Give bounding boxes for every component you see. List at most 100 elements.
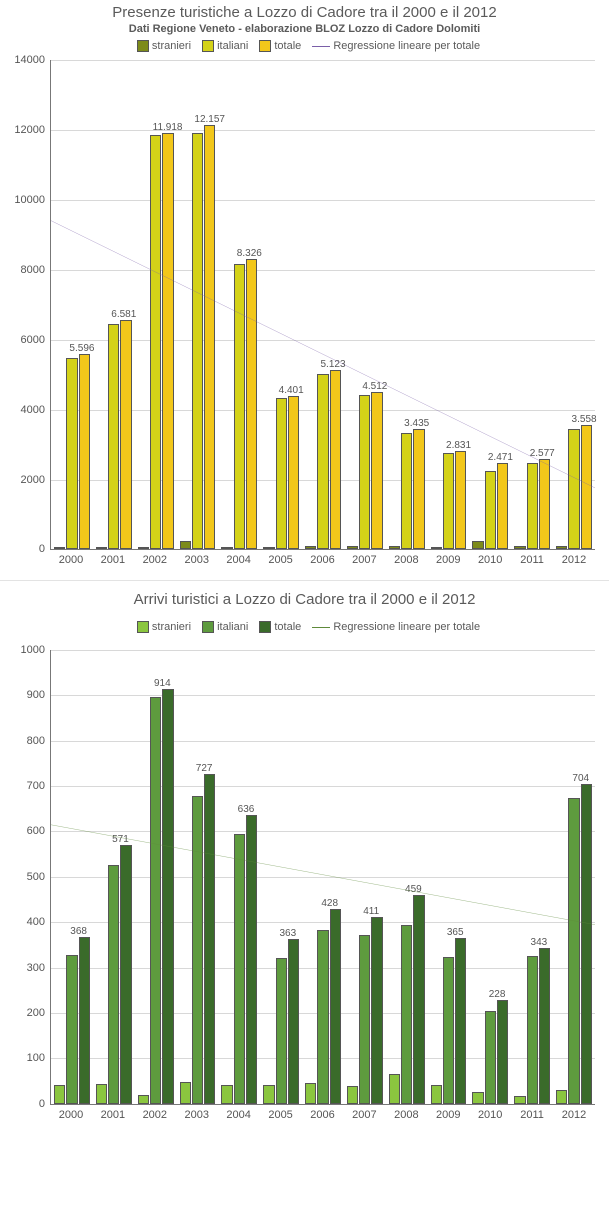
- y-tick-label: 400: [27, 916, 51, 928]
- bar-italiani: [359, 935, 370, 1103]
- bar-italiani: [66, 955, 77, 1103]
- legend-swatch-italiani: [202, 621, 214, 633]
- y-tick-label: 200: [27, 1007, 51, 1019]
- legend-swatch-stranieri: [137, 621, 149, 633]
- y-tick-label: 500: [27, 871, 51, 883]
- bar-group: 636: [218, 650, 260, 1104]
- x-tick-label: 2004: [218, 1105, 260, 1121]
- x-tick-label: 2002: [134, 550, 176, 566]
- x-tick-label: 2005: [260, 1105, 302, 1121]
- x-tick-label: 2001: [92, 550, 134, 566]
- x-tick-label: 2000: [50, 550, 92, 566]
- value-label: 6.581: [111, 309, 136, 320]
- y-tick-label: 8000: [21, 264, 51, 276]
- bar-italiani: [234, 264, 245, 550]
- bar-group: 343: [511, 650, 553, 1104]
- bar-group: 2.577: [511, 60, 553, 549]
- bar-totale: [288, 939, 299, 1104]
- bar-totale: [288, 396, 299, 550]
- bar-stranieri: [54, 1085, 65, 1104]
- bar-totale: [497, 463, 508, 549]
- value-label: 459: [405, 884, 422, 895]
- bar-totale: [246, 815, 257, 1104]
- y-tick-label: 10000: [14, 194, 51, 206]
- bar-stranieri: [180, 1082, 191, 1103]
- bar-italiani: [317, 374, 328, 549]
- bar-totale: [204, 774, 215, 1104]
- x-tick-label: 2011: [511, 1105, 553, 1121]
- bar-totale: [581, 425, 592, 549]
- bar-stranieri: [514, 1096, 525, 1104]
- bar-group: 727: [177, 650, 219, 1104]
- chart2-x-axis: 2000200120022003200420052006200720082009…: [50, 1105, 595, 1121]
- value-label: 3.435: [404, 418, 429, 429]
- bar-group: 2.831: [428, 60, 470, 549]
- bar-totale: [455, 451, 466, 550]
- bar-stranieri: [556, 546, 567, 550]
- x-tick-label: 2007: [343, 1105, 385, 1121]
- chart1-legend: stranieri italiani totale Regressione li…: [0, 39, 609, 54]
- bar-stranieri: [431, 547, 442, 550]
- bar-italiani: [401, 925, 412, 1104]
- bar-stranieri: [96, 1084, 107, 1104]
- x-tick-label: 2004: [218, 550, 260, 566]
- bar-totale: [455, 938, 466, 1104]
- presenze-chart: Presenze turistiche a Lozzo di Cadore tr…: [0, 4, 609, 566]
- value-label: 368: [70, 926, 87, 937]
- value-label: 636: [238, 804, 255, 815]
- x-tick-label: 2008: [385, 1105, 427, 1121]
- bar-group: 363: [260, 650, 302, 1104]
- bar-group: 411: [344, 650, 386, 1104]
- value-label: 2.471: [488, 452, 513, 463]
- charts-divider: [0, 580, 609, 581]
- bar-stranieri: [514, 546, 525, 550]
- bar-totale: [162, 689, 173, 1104]
- y-tick-label: 0: [39, 543, 51, 555]
- x-tick-label: 2011: [511, 550, 553, 566]
- y-tick-label: 900: [27, 689, 51, 701]
- value-label: 4.512: [362, 381, 387, 392]
- bar-italiani: [150, 135, 161, 549]
- bar-group: 914: [135, 650, 177, 1104]
- bar-italiani: [443, 957, 454, 1104]
- bar-italiani: [359, 395, 370, 549]
- chart2-title: Arrivi turistici a Lozzo di Cadore tra i…: [0, 591, 609, 608]
- bar-totale: [539, 948, 550, 1104]
- bar-italiani: [568, 798, 579, 1104]
- chart2-plot-area: 0100200300400500600700800900100036857191…: [50, 650, 595, 1105]
- arrivi-chart: Arrivi turistici a Lozzo di Cadore tra i…: [0, 591, 609, 1120]
- bar-totale: [371, 392, 382, 550]
- bar-stranieri: [138, 547, 149, 549]
- x-tick-label: 2007: [343, 550, 385, 566]
- bar-totale: [79, 354, 90, 549]
- value-label: 704: [572, 773, 589, 784]
- bar-italiani: [192, 133, 203, 549]
- bar-group: 2.471: [469, 60, 511, 549]
- bar-totale: [497, 1000, 508, 1104]
- bar-group: 5.123: [302, 60, 344, 549]
- bar-totale: [162, 133, 173, 549]
- x-tick-label: 2009: [427, 550, 469, 566]
- legend-swatch-totale: [259, 621, 271, 633]
- bar-group: 228: [469, 650, 511, 1104]
- x-tick-label: 2009: [427, 1105, 469, 1121]
- bar-italiani: [108, 865, 119, 1104]
- bar-totale: [246, 259, 257, 550]
- value-label: 727: [196, 763, 213, 774]
- bar-stranieri: [431, 1085, 442, 1104]
- y-tick-label: 600: [27, 825, 51, 837]
- legend-line-regression: [312, 627, 330, 628]
- bar-stranieri: [305, 546, 316, 549]
- bar-group: 704: [553, 650, 595, 1104]
- bar-totale: [330, 909, 341, 1103]
- bar-group: 12.157: [177, 60, 219, 549]
- x-tick-label: 2001: [92, 1105, 134, 1121]
- legend-swatch-stranieri: [137, 40, 149, 52]
- bar-totale: [204, 125, 215, 550]
- x-tick-label: 2010: [469, 1105, 511, 1121]
- bar-totale: [371, 917, 382, 1104]
- bar-stranieri: [305, 1083, 316, 1103]
- x-tick-label: 2008: [385, 550, 427, 566]
- bar-stranieri: [347, 546, 358, 549]
- bar-group: 5.596: [51, 60, 93, 549]
